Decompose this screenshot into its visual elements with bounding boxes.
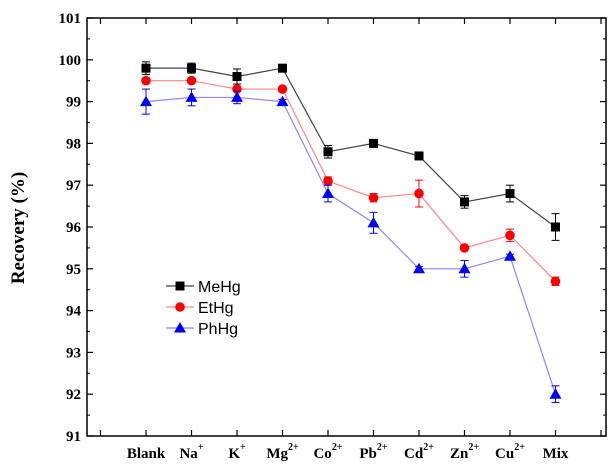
x-tick-label: Cu2+	[495, 442, 525, 462]
data-point	[414, 188, 424, 199]
legend-label: EtHg	[198, 300, 234, 317]
series-line	[146, 67, 556, 228]
data-point	[413, 262, 425, 274]
x-axis: Blank Na+ K+ Mg2+ Co2+ Pb2+ Cd2+ Zn2+ Cu2+ Mix	[99, 18, 602, 462]
data-point	[322, 187, 334, 199]
data-point	[277, 84, 288, 94]
data-point	[369, 138, 378, 148]
y-axis-title: Recovery (%)	[8, 172, 29, 284]
data-point	[505, 230, 515, 241]
data-point	[460, 197, 469, 207]
series-mehg	[141, 61, 560, 241]
y-tick-label: 97	[66, 178, 82, 194]
legend: MeHg EtHg PhHg	[166, 279, 241, 338]
series-line	[146, 80, 556, 282]
data-point	[141, 75, 151, 86]
series-layer	[140, 61, 562, 404]
legend-marker	[175, 281, 185, 291]
y-tick-label: 98	[66, 136, 81, 152]
y-tick-label: 99	[66, 95, 81, 111]
x-tick-label: K+	[228, 442, 246, 462]
y-tick-label: 101	[59, 11, 82, 27]
data-point	[551, 222, 560, 232]
series-ethg	[141, 75, 561, 287]
data-point	[231, 91, 243, 102]
legend-label: MeHg	[198, 279, 241, 296]
series-phhg	[140, 88, 562, 404]
data-point	[232, 72, 242, 82]
data-point	[186, 75, 197, 86]
data-point	[368, 192, 379, 203]
x-tick-label: Pb2+	[359, 442, 388, 462]
data-point	[459, 243, 470, 253]
data-point	[141, 63, 151, 73]
y-tick-label: 95	[66, 262, 81, 278]
y-axis: 91 92 93 94 95 96 97 98 99 100 101	[59, 11, 606, 445]
data-point	[187, 63, 196, 73]
y-tick-label: 91	[66, 429, 81, 445]
y-tick-label: 94	[66, 304, 82, 320]
y-tick-label: 92	[66, 387, 81, 403]
data-point	[323, 176, 333, 186]
data-point	[367, 216, 380, 228]
y-tick-label: 93	[66, 345, 81, 361]
data-point	[550, 276, 561, 287]
data-point	[276, 95, 289, 107]
data-point	[323, 147, 333, 157]
legend-marker	[175, 302, 185, 312]
data-point	[549, 388, 562, 399]
data-point	[185, 91, 198, 102]
x-tick-label: Mix	[543, 446, 569, 462]
y-tick-label: 96	[66, 220, 82, 236]
x-tick-label: Mg2+	[266, 442, 299, 462]
x-tick-label: Na+	[179, 442, 203, 462]
legend-label: PhHg	[198, 321, 238, 338]
data-point	[505, 189, 515, 199]
series-line	[145, 96, 557, 395]
y-tick-label: 100	[59, 53, 82, 69]
data-point	[414, 151, 424, 161]
data-point	[458, 262, 471, 274]
data-point	[140, 95, 152, 107]
legend-marker	[174, 322, 186, 333]
data-point	[504, 250, 516, 261]
data-point	[278, 63, 287, 73]
x-tick-label: Co2+	[313, 442, 342, 462]
x-tick-label: Blank	[127, 446, 166, 462]
x-tick-label: Zn2+	[450, 442, 479, 462]
x-tick-label: Cd2+	[404, 442, 434, 462]
